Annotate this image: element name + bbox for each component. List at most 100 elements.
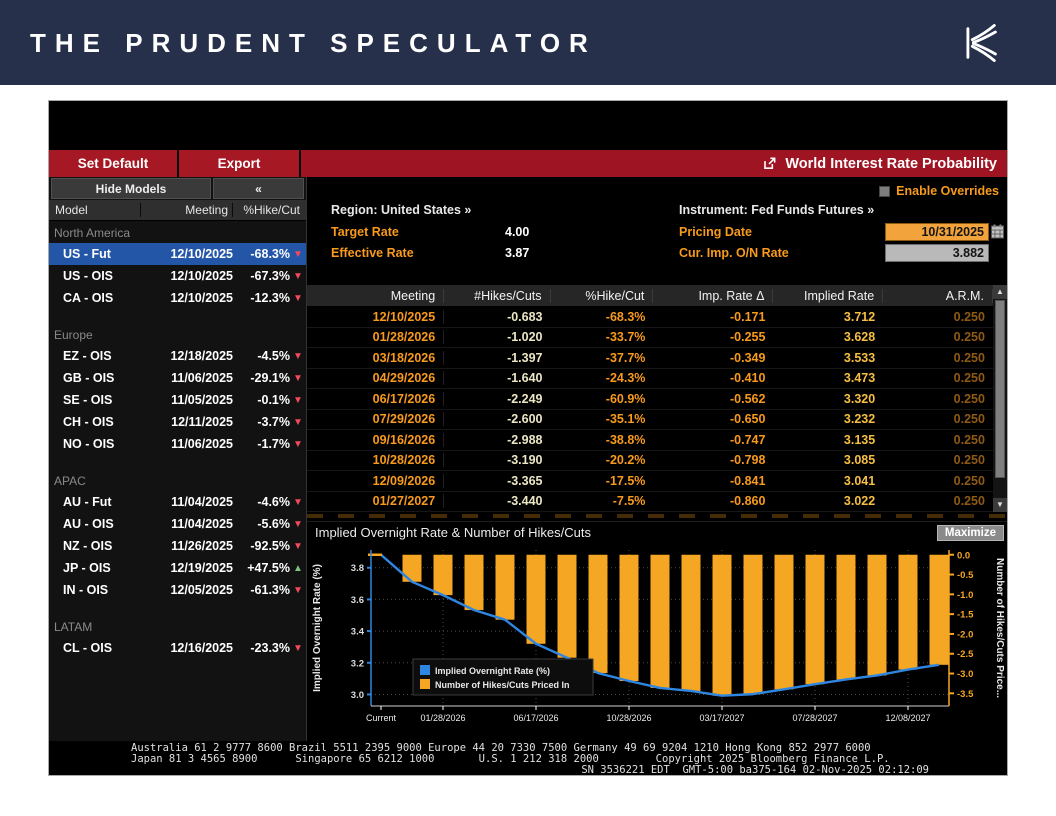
cell-imp-rate-delta: -0.747 (730, 432, 766, 447)
cell-hikes-cuts: -1.020 (507, 330, 543, 345)
table-row[interactable]: 10/28/2026 -3.190 -20.2% -0.798 3.085 0.250 (307, 451, 993, 471)
down-triangle-icon: ▼ (293, 248, 303, 260)
model-group: Europe EZ - OIS 12/18/2025 -4.5% ▼ GB - OIS 11… (49, 325, 306, 455)
model-row-gb-ois[interactable]: GB - OIS 11/06/2025 -29.1% ▼ (49, 367, 306, 389)
legend-label-bar: Number of Hikes/Cuts Priced In (435, 680, 570, 690)
table-row[interactable]: 04/29/2026 -1.640 -24.3% -0.410 3.473 0.250 (307, 369, 993, 389)
col-meeting[interactable]: Meeting (141, 203, 233, 217)
right-tick-label: -1.0 (957, 590, 973, 601)
pop-out-icon[interactable] (762, 156, 777, 171)
model-row-ch-ois[interactable]: CH - OIS 12/11/2025 -3.7% ▼ (49, 411, 306, 433)
cell-hikes-cuts: -3.440 (507, 494, 543, 509)
cur-imp-rate-input[interactable]: 3.882 (885, 244, 989, 262)
footer-session-info: SN 3536221 EDT GMT-5:00 ba375-164 02-Nov… (581, 764, 929, 776)
th-hike-cut-pct[interactable]: %Hike/Cut (551, 288, 654, 303)
scrollbar-thumb[interactable] (995, 300, 1005, 478)
region-selector[interactable]: Region: United States » (331, 203, 472, 217)
model-row-jp-ois[interactable]: JP - OIS 12/19/2025 +47.5% ▲ (49, 557, 306, 579)
th-imp-rate-delta[interactable]: Imp. Rate Δ (653, 288, 774, 303)
table-row[interactable]: 09/16/2026 -2.988 -38.8% -0.747 3.135 0.250 (307, 430, 993, 451)
model-group: North America US - Fut 12/10/2025 -68.3% ▼ US… (49, 223, 306, 309)
instrument-selector[interactable]: Instrument: Fed Funds Futures » (679, 203, 875, 217)
model-name: IN - OIS (63, 583, 109, 597)
table-row[interactable]: 06/17/2026 -2.249 -60.9% -0.562 3.320 0.250 (307, 389, 993, 410)
model-hike-cut-pct: -92.5% (250, 539, 290, 553)
col-model[interactable]: Model (49, 203, 141, 217)
cell-arm: 0.250 (953, 473, 985, 488)
maximize-button[interactable]: Maximize (936, 524, 1004, 541)
down-triangle-icon: ▼ (293, 518, 303, 530)
cell-implied-rate: 3.085 (843, 453, 876, 468)
model-hike-cut-pct: -1.7% (257, 437, 290, 451)
scroll-down-icon[interactable]: ▼ (993, 498, 1007, 512)
target-rate-label: Target Rate (331, 225, 399, 239)
right-tick-label: -2.5 (957, 649, 974, 660)
up-triangle-icon: ▲ (293, 562, 303, 574)
chart-area: 3.0 3.2 3.4 3.6 3.8 Implied Overnight Rate (%… (307, 543, 1007, 739)
model-name: US - OIS (63, 269, 114, 283)
model-list: North America US - Fut 12/10/2025 -68.3% ▼ US… (49, 223, 306, 659)
table-scrollbar[interactable]: ▲ ▼ (993, 285, 1007, 512)
cell-imp-rate-delta: -0.255 (730, 330, 766, 345)
model-meeting-date: 11/06/2025 (171, 371, 233, 385)
collapse-sidebar-button[interactable]: « (213, 178, 304, 199)
table-row[interactable]: 12/09/2026 -3.365 -17.5% -0.841 3.041 0.250 (307, 471, 993, 492)
th-hikes-cuts[interactable]: #Hikes/Cuts (444, 288, 551, 303)
table-row[interactable]: 12/10/2025 -0.683 -68.3% -0.171 3.712 0.250 (307, 307, 993, 328)
th-arm[interactable]: A.R.M. (883, 288, 993, 303)
right-axis-label: Number of Hikes/Cuts Price... (994, 558, 1005, 698)
hikes-cuts-bar (433, 554, 453, 596)
table-row[interactable]: 07/29/2026 -2.600 -35.1% -0.650 3.232 0.250 (307, 410, 993, 430)
table-row[interactable]: 03/18/2026 -1.397 -37.7% -0.349 3.533 0.250 (307, 348, 993, 369)
model-row-us-fut[interactable]: US - Fut 12/10/2025 -68.3% ▼ (49, 243, 306, 265)
export-button[interactable]: Export (179, 150, 301, 177)
scroll-up-icon[interactable]: ▲ (993, 285, 1007, 299)
x-tick-label: 01/28/2026 (420, 713, 465, 723)
enable-overrides-checkbox[interactable] (879, 185, 891, 197)
model-hike-cut-pct: +47.5% (247, 561, 290, 575)
calendar-icon[interactable] (991, 224, 1004, 239)
table-row[interactable]: 01/28/2026 -1.020 -33.7% -0.255 3.628 0.250 (307, 328, 993, 348)
down-triangle-icon: ▼ (293, 438, 303, 450)
model-row-no-ois[interactable]: NO - OIS 11/06/2025 -1.7% ▼ (49, 433, 306, 455)
footer-contacts-1: Australia 61 2 9777 8600 Brazil 5511 239… (131, 742, 871, 754)
model-row-cl-ois[interactable]: CL - OIS 12/16/2025 -23.3% ▼ (49, 637, 306, 659)
cell-hikes-cuts: -1.397 (507, 350, 543, 365)
cell-meeting: 04/29/2026 (307, 371, 445, 386)
cell-hike-cut-pct: -68.3% (605, 309, 646, 324)
left-tick-label: 3.6 (351, 595, 364, 606)
table-row[interactable]: 01/27/2027 -3.440 -7.5% -0.860 3.022 0.250 (307, 492, 993, 512)
target-rate-value: 4.00 (505, 225, 530, 239)
left-tick-label: 3.8 (351, 563, 364, 574)
hikes-cuts-bar (898, 554, 918, 670)
left-axis-label: Implied Overnight Rate (%) (312, 564, 323, 692)
clipped-table-row (307, 514, 1007, 518)
right-tick-label: -2.0 (957, 629, 973, 640)
model-hike-cut-pct: -4.5% (257, 349, 290, 363)
down-triangle-icon: ▼ (293, 394, 303, 406)
model-hike-cut-pct: -29.1% (250, 371, 290, 385)
model-group-label: North America (54, 226, 131, 240)
model-row-us-ois[interactable]: US - OIS 12/10/2025 -67.3% ▼ (49, 265, 306, 287)
hikes-cuts-bar (402, 554, 422, 582)
model-row-nz-ois[interactable]: NZ - OIS 11/26/2025 -92.5% ▼ (49, 535, 306, 557)
cell-implied-rate: 3.022 (843, 494, 876, 509)
hide-models-button[interactable]: Hide Models (51, 178, 211, 199)
model-row-au-ois[interactable]: AU - OIS 11/04/2025 -5.6% ▼ (49, 513, 306, 535)
chart-title: Implied Overnight Rate & Number of Hikes… (315, 525, 591, 540)
model-row-ca-ois[interactable]: CA - OIS 12/10/2025 -12.3% ▼ (49, 287, 306, 309)
set-default-button[interactable]: Set Default (49, 150, 179, 177)
col-hike-cut[interactable]: %Hike/Cut (243, 203, 300, 217)
model-row-ez-ois[interactable]: EZ - OIS 12/18/2025 -4.5% ▼ (49, 345, 306, 367)
cell-imp-rate-delta: -0.562 (730, 391, 766, 406)
cell-meeting: 01/28/2026 (307, 330, 445, 345)
terminal-footer: Australia 61 2 9777 8600 Brazil 5511 239… (49, 741, 1007, 777)
model-row-in-ois[interactable]: IN - OIS 12/05/2025 -61.3% ▼ (49, 579, 306, 601)
cell-arm: 0.250 (953, 412, 985, 427)
th-implied-rate[interactable]: Implied Rate (773, 288, 884, 303)
model-row-se-ois[interactable]: SE - OIS 11/05/2025 -0.1% ▼ (49, 389, 306, 411)
terminal-top-gap (49, 101, 1007, 150)
th-meeting[interactable]: Meeting (307, 288, 445, 303)
model-row-au-fut[interactable]: AU - Fut 11/04/2025 -4.6% ▼ (49, 491, 306, 513)
pricing-date-input[interactable]: 10/31/2025 (885, 223, 989, 241)
